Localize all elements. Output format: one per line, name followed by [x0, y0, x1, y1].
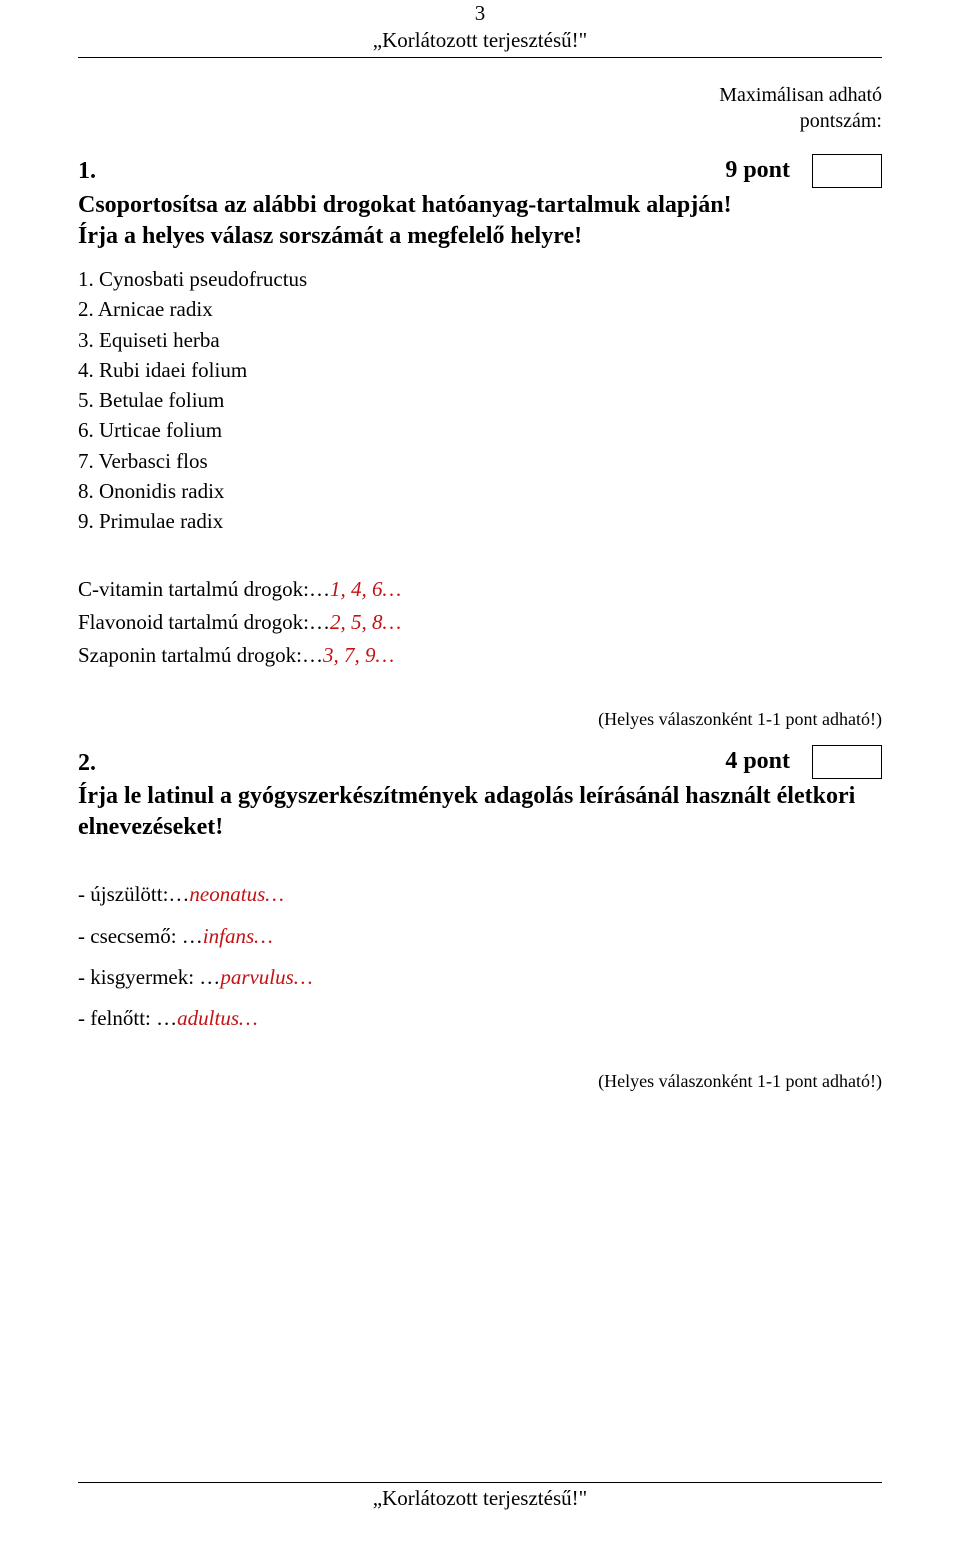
q2-age-line: - újszülött:…neonatus…	[78, 881, 882, 908]
page: 3 „Korlátozott terjesztésű!" Maximálisan…	[0, 0, 960, 1546]
q2-age-value: neonatus…	[189, 882, 284, 906]
q2-age-value: parvulus…	[220, 965, 312, 989]
page-number: 3	[78, 0, 882, 27]
list-item: 9. Primulae radix	[78, 508, 882, 535]
page-header: 3 „Korlátozott terjesztésű!"	[78, 0, 882, 58]
scoring-note: (Helyes válaszonként 1-1 pont adható!)	[78, 1070, 882, 1093]
q1-score-box	[812, 154, 882, 188]
q1-answer-label: Flavonoid tartalmú drogok:…	[78, 610, 330, 634]
list-item: 5. Betulae folium	[78, 387, 882, 414]
q2-age-label: - újszülött:…	[78, 882, 189, 906]
q1-answer-line: Szaponin tartalmú drogok:…3, 7, 9…	[78, 642, 882, 669]
q1-answer-value: 2, 5, 8…	[330, 610, 401, 634]
list-item: 6. Urticae folium	[78, 417, 882, 444]
list-item: 3. Equiseti herba	[78, 327, 882, 354]
q2-title-line1: Írja le latinul a gyógyszerkészítmények …	[78, 783, 855, 809]
q1-title-line1: Csoportosítsa az alábbi drogokat hatóany…	[78, 192, 732, 218]
q1-answer-label: Szaponin tartalmú drogok:…	[78, 643, 323, 667]
q2-title: Írja le latinul a gyógyszerkészítmények …	[78, 781, 882, 843]
max-score-label: Maximálisan adható pontszám:	[78, 82, 882, 134]
q1-item-list: 1. Cynosbati pseudofructus 2. Arnicae ra…	[78, 266, 882, 536]
q1-answer-label: C-vitamin tartalmú drogok:…	[78, 577, 330, 601]
q2-age-label: - kisgyermek: …	[78, 965, 220, 989]
page-footer: „Korlátozott terjesztésű!"	[78, 1482, 882, 1512]
q2-age-value: adultus…	[177, 1006, 258, 1030]
q1-answer-value: 3, 7, 9…	[323, 643, 394, 667]
q2-age-line: - felnőtt: …adultus…	[78, 1005, 882, 1032]
q2-title-line2: elnevezéseket!	[78, 814, 223, 840]
footer-rule	[78, 1482, 882, 1483]
q1-answer-line: Flavonoid tartalmú drogok:…2, 5, 8…	[78, 609, 882, 636]
max-score-line2: pontszám:	[800, 110, 882, 132]
list-item: 1. Cynosbati pseudofructus	[78, 266, 882, 293]
q1-title-line2: Írja a helyes válasz sorszámát a megfele…	[78, 223, 582, 249]
header-rule	[78, 57, 882, 58]
footer-title: „Korlátozott terjesztésű!"	[78, 1485, 882, 1512]
list-item: 7. Verbasci flos	[78, 448, 882, 475]
q2-age-line: - kisgyermek: …parvulus…	[78, 964, 882, 991]
q2-points-wrap: 4 pont	[725, 745, 882, 779]
scoring-note: (Helyes válaszonként 1-1 pont adható!)	[78, 708, 882, 731]
q1-number: 1.	[78, 156, 96, 187]
max-score-line1: Maximálisan adható	[719, 84, 882, 106]
q1-points: 9 pont	[725, 155, 790, 186]
q1-points-wrap: 9 pont	[725, 154, 882, 188]
q2-number: 2.	[78, 748, 96, 779]
q2-age-list: - újszülött:…neonatus… - csecsemő: …infa…	[78, 881, 882, 1032]
q2-age-line: - csecsemő: …infans…	[78, 923, 882, 950]
q2-points: 4 pont	[725, 746, 790, 777]
q1-header-row: 1. 9 pont	[78, 154, 882, 188]
q1-answer-line: C-vitamin tartalmú drogok:…1, 4, 6…	[78, 576, 882, 603]
list-item: 2. Arnicae radix	[78, 296, 882, 323]
q1-answer-value: 1, 4, 6…	[330, 577, 401, 601]
list-item: 4. Rubi idaei folium	[78, 357, 882, 384]
q2-age-value: infans…	[203, 924, 273, 948]
q1-title: Csoportosítsa az alábbi drogokat hatóany…	[78, 190, 882, 252]
q2-score-box	[812, 745, 882, 779]
q2-age-label: - felnőtt: …	[78, 1006, 177, 1030]
list-item: 8. Ononidis radix	[78, 478, 882, 505]
q2-header-row: 2. 4 pont	[78, 745, 882, 779]
q1-answers: C-vitamin tartalmú drogok:…1, 4, 6… Flav…	[78, 576, 882, 670]
header-title: „Korlátozott terjesztésű!"	[78, 27, 882, 54]
q2-age-label: - csecsemő: …	[78, 924, 203, 948]
